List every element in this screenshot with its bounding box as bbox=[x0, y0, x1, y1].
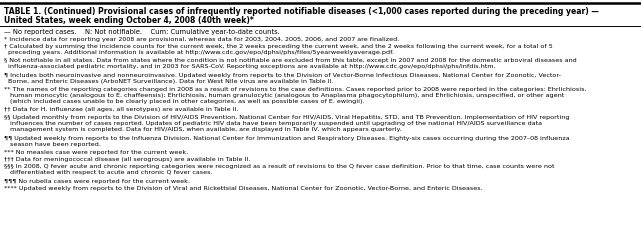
Text: United States, week ending October 4, 2008 (40th week)*: United States, week ending October 4, 20… bbox=[4, 16, 254, 25]
Text: ** The names of the reporting categories changed in 2008 as a result of revision: ** The names of the reporting categories… bbox=[4, 86, 587, 104]
Text: †† Data for H. influenzae (all ages, all serotypes) are available in Table II.: †† Data for H. influenzae (all ages, all… bbox=[4, 108, 238, 112]
Text: **** Updated weekly from reports to the Division of Viral and Rickettsial Diseas: **** Updated weekly from reports to the … bbox=[4, 186, 483, 191]
Text: † Calculated by summing the incidence counts for the current week, the 2 weeks p: † Calculated by summing the incidence co… bbox=[4, 44, 553, 55]
Text: — No reported cases.    N: Not notifiable.    Cum: Cumulative year-to-date count: — No reported cases. N: Not notifiable. … bbox=[4, 29, 279, 35]
Text: ¶ Includes both neuroinvasive and nonneuroinvasive. Updated weekly from reports : ¶ Includes both neuroinvasive and nonneu… bbox=[4, 72, 561, 84]
Text: §§§ In 2008, Q fever acute and chronic reporting categories were recognized as a: §§§ In 2008, Q fever acute and chronic r… bbox=[4, 164, 554, 175]
Text: ¶¶¶ No rubella cases were reported for the current week.: ¶¶¶ No rubella cases were reported for t… bbox=[4, 178, 190, 184]
Text: ¶¶ Updated weekly from reports to the Influenza Division, National Center for Im: ¶¶ Updated weekly from reports to the In… bbox=[4, 136, 570, 147]
Text: * Incidence data for reporting year 2008 are provisional, whereas data for 2003,: * Incidence data for reporting year 2008… bbox=[4, 37, 399, 42]
Text: § Not notifiable in all states. Data from states where the condition is not noti: § Not notifiable in all states. Data fro… bbox=[4, 58, 577, 70]
Text: *** No measles case were reported for the current week.: *** No measles case were reported for th… bbox=[4, 150, 188, 155]
Text: ††† Data for meningococcal disease (all serogroups) are available in Table II.: ††† Data for meningococcal disease (all … bbox=[4, 157, 250, 162]
Text: §§ Updated monthly from reports to the Division of HIV/AIDS Prevention, National: §§ Updated monthly from reports to the D… bbox=[4, 115, 569, 132]
Text: TABLE 1. (Continued) Provisional cases of infrequently reported notifiable disea: TABLE 1. (Continued) Provisional cases o… bbox=[4, 7, 599, 16]
